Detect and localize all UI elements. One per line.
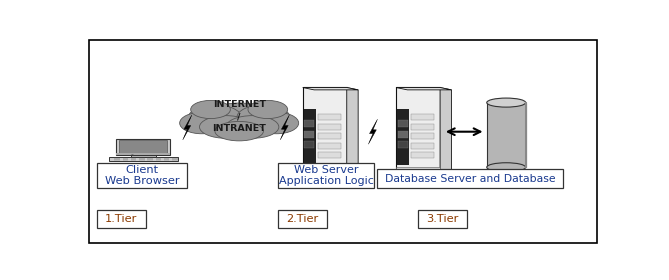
FancyBboxPatch shape: [411, 114, 434, 120]
Ellipse shape: [215, 122, 264, 141]
Text: 1.Tier: 1.Tier: [105, 214, 137, 224]
Ellipse shape: [199, 116, 252, 138]
Text: 2.Tier: 2.Tier: [286, 214, 319, 224]
FancyBboxPatch shape: [109, 157, 178, 161]
FancyBboxPatch shape: [304, 109, 316, 165]
FancyBboxPatch shape: [89, 40, 597, 243]
Ellipse shape: [248, 101, 288, 118]
FancyBboxPatch shape: [411, 152, 434, 158]
Ellipse shape: [237, 105, 290, 130]
Ellipse shape: [206, 103, 272, 130]
FancyBboxPatch shape: [318, 143, 341, 149]
FancyBboxPatch shape: [418, 210, 468, 228]
Ellipse shape: [255, 112, 298, 134]
Ellipse shape: [226, 116, 279, 138]
FancyBboxPatch shape: [318, 152, 341, 158]
Ellipse shape: [487, 98, 526, 107]
Polygon shape: [302, 87, 347, 174]
FancyBboxPatch shape: [396, 167, 440, 174]
Ellipse shape: [131, 154, 134, 155]
Ellipse shape: [189, 105, 242, 130]
Polygon shape: [440, 87, 452, 176]
Ellipse shape: [487, 163, 526, 172]
FancyBboxPatch shape: [304, 120, 314, 127]
Text: Web Server
Application Logic: Web Server Application Logic: [278, 165, 373, 186]
FancyBboxPatch shape: [96, 163, 187, 188]
Polygon shape: [487, 102, 526, 167]
FancyBboxPatch shape: [278, 163, 374, 188]
FancyBboxPatch shape: [318, 114, 341, 120]
FancyBboxPatch shape: [116, 153, 171, 155]
FancyBboxPatch shape: [278, 210, 327, 228]
FancyBboxPatch shape: [398, 130, 407, 137]
Polygon shape: [347, 87, 358, 176]
FancyBboxPatch shape: [318, 133, 341, 139]
Polygon shape: [302, 87, 358, 90]
Text: INTERNET
/
INTRANET: INTERNET / INTRANET: [212, 100, 266, 133]
FancyBboxPatch shape: [377, 169, 563, 188]
Polygon shape: [183, 115, 192, 140]
Polygon shape: [396, 87, 440, 174]
FancyBboxPatch shape: [304, 141, 314, 148]
FancyBboxPatch shape: [411, 133, 434, 139]
FancyBboxPatch shape: [398, 141, 407, 148]
Ellipse shape: [180, 112, 223, 134]
Text: Client
Web Browser: Client Web Browser: [104, 165, 179, 186]
FancyBboxPatch shape: [318, 124, 341, 130]
FancyBboxPatch shape: [131, 155, 156, 157]
Polygon shape: [280, 115, 290, 140]
FancyBboxPatch shape: [411, 143, 434, 149]
Text: 3.Tier: 3.Tier: [426, 214, 459, 224]
FancyBboxPatch shape: [397, 109, 409, 165]
FancyBboxPatch shape: [119, 140, 167, 154]
FancyBboxPatch shape: [304, 130, 314, 137]
Text: Database Server and Database: Database Server and Database: [385, 174, 555, 184]
FancyBboxPatch shape: [398, 120, 407, 127]
Polygon shape: [396, 87, 452, 90]
FancyBboxPatch shape: [96, 210, 146, 228]
FancyBboxPatch shape: [302, 167, 347, 174]
FancyBboxPatch shape: [411, 124, 434, 130]
FancyBboxPatch shape: [116, 139, 171, 155]
Polygon shape: [369, 119, 377, 144]
Ellipse shape: [191, 101, 230, 118]
